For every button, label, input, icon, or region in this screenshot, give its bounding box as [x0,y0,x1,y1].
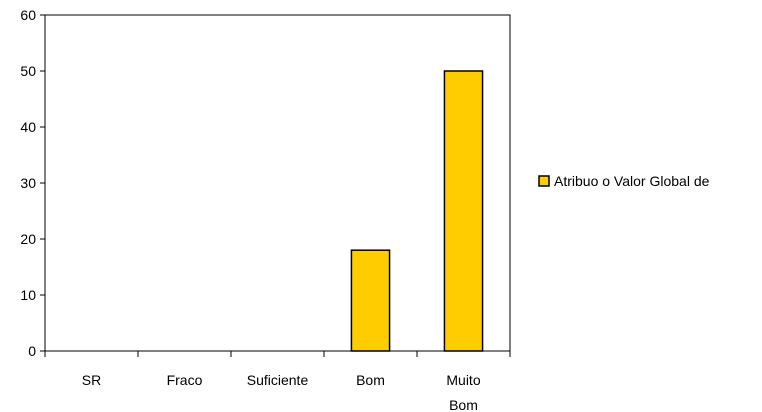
bar-bom [350,249,391,352]
x-tick-label: Bom [356,372,385,388]
y-tick-label: 60 [20,7,36,23]
x-tick-label: Suficiente [247,372,309,388]
legend: Atribuo o Valor Global de [538,173,710,189]
plot-frame [44,14,511,352]
y-tick-label: 20 [20,231,36,247]
bar-muito-bom [443,70,484,352]
x-tick-label: Muito [446,372,480,388]
y-tick-label: 50 [20,63,36,79]
x-tick-label: SR [82,372,101,388]
legend-label: Atribuo o Valor Global de [554,173,710,189]
y-tick-label: 0 [28,343,36,359]
y-tick-label: 10 [20,287,36,303]
x-axis: SR Fraco Suficiente Bom Muito Bom [44,351,511,412]
y-tick-label: 30 [20,175,36,191]
bars [350,70,484,352]
x-tick-label: Bom [449,397,478,412]
y-axis: 0 10 20 30 40 50 60 [20,7,511,359]
y-tick-label: 40 [20,119,36,135]
legend-swatch [538,175,550,187]
x-tick-label: Fraco [167,372,203,388]
